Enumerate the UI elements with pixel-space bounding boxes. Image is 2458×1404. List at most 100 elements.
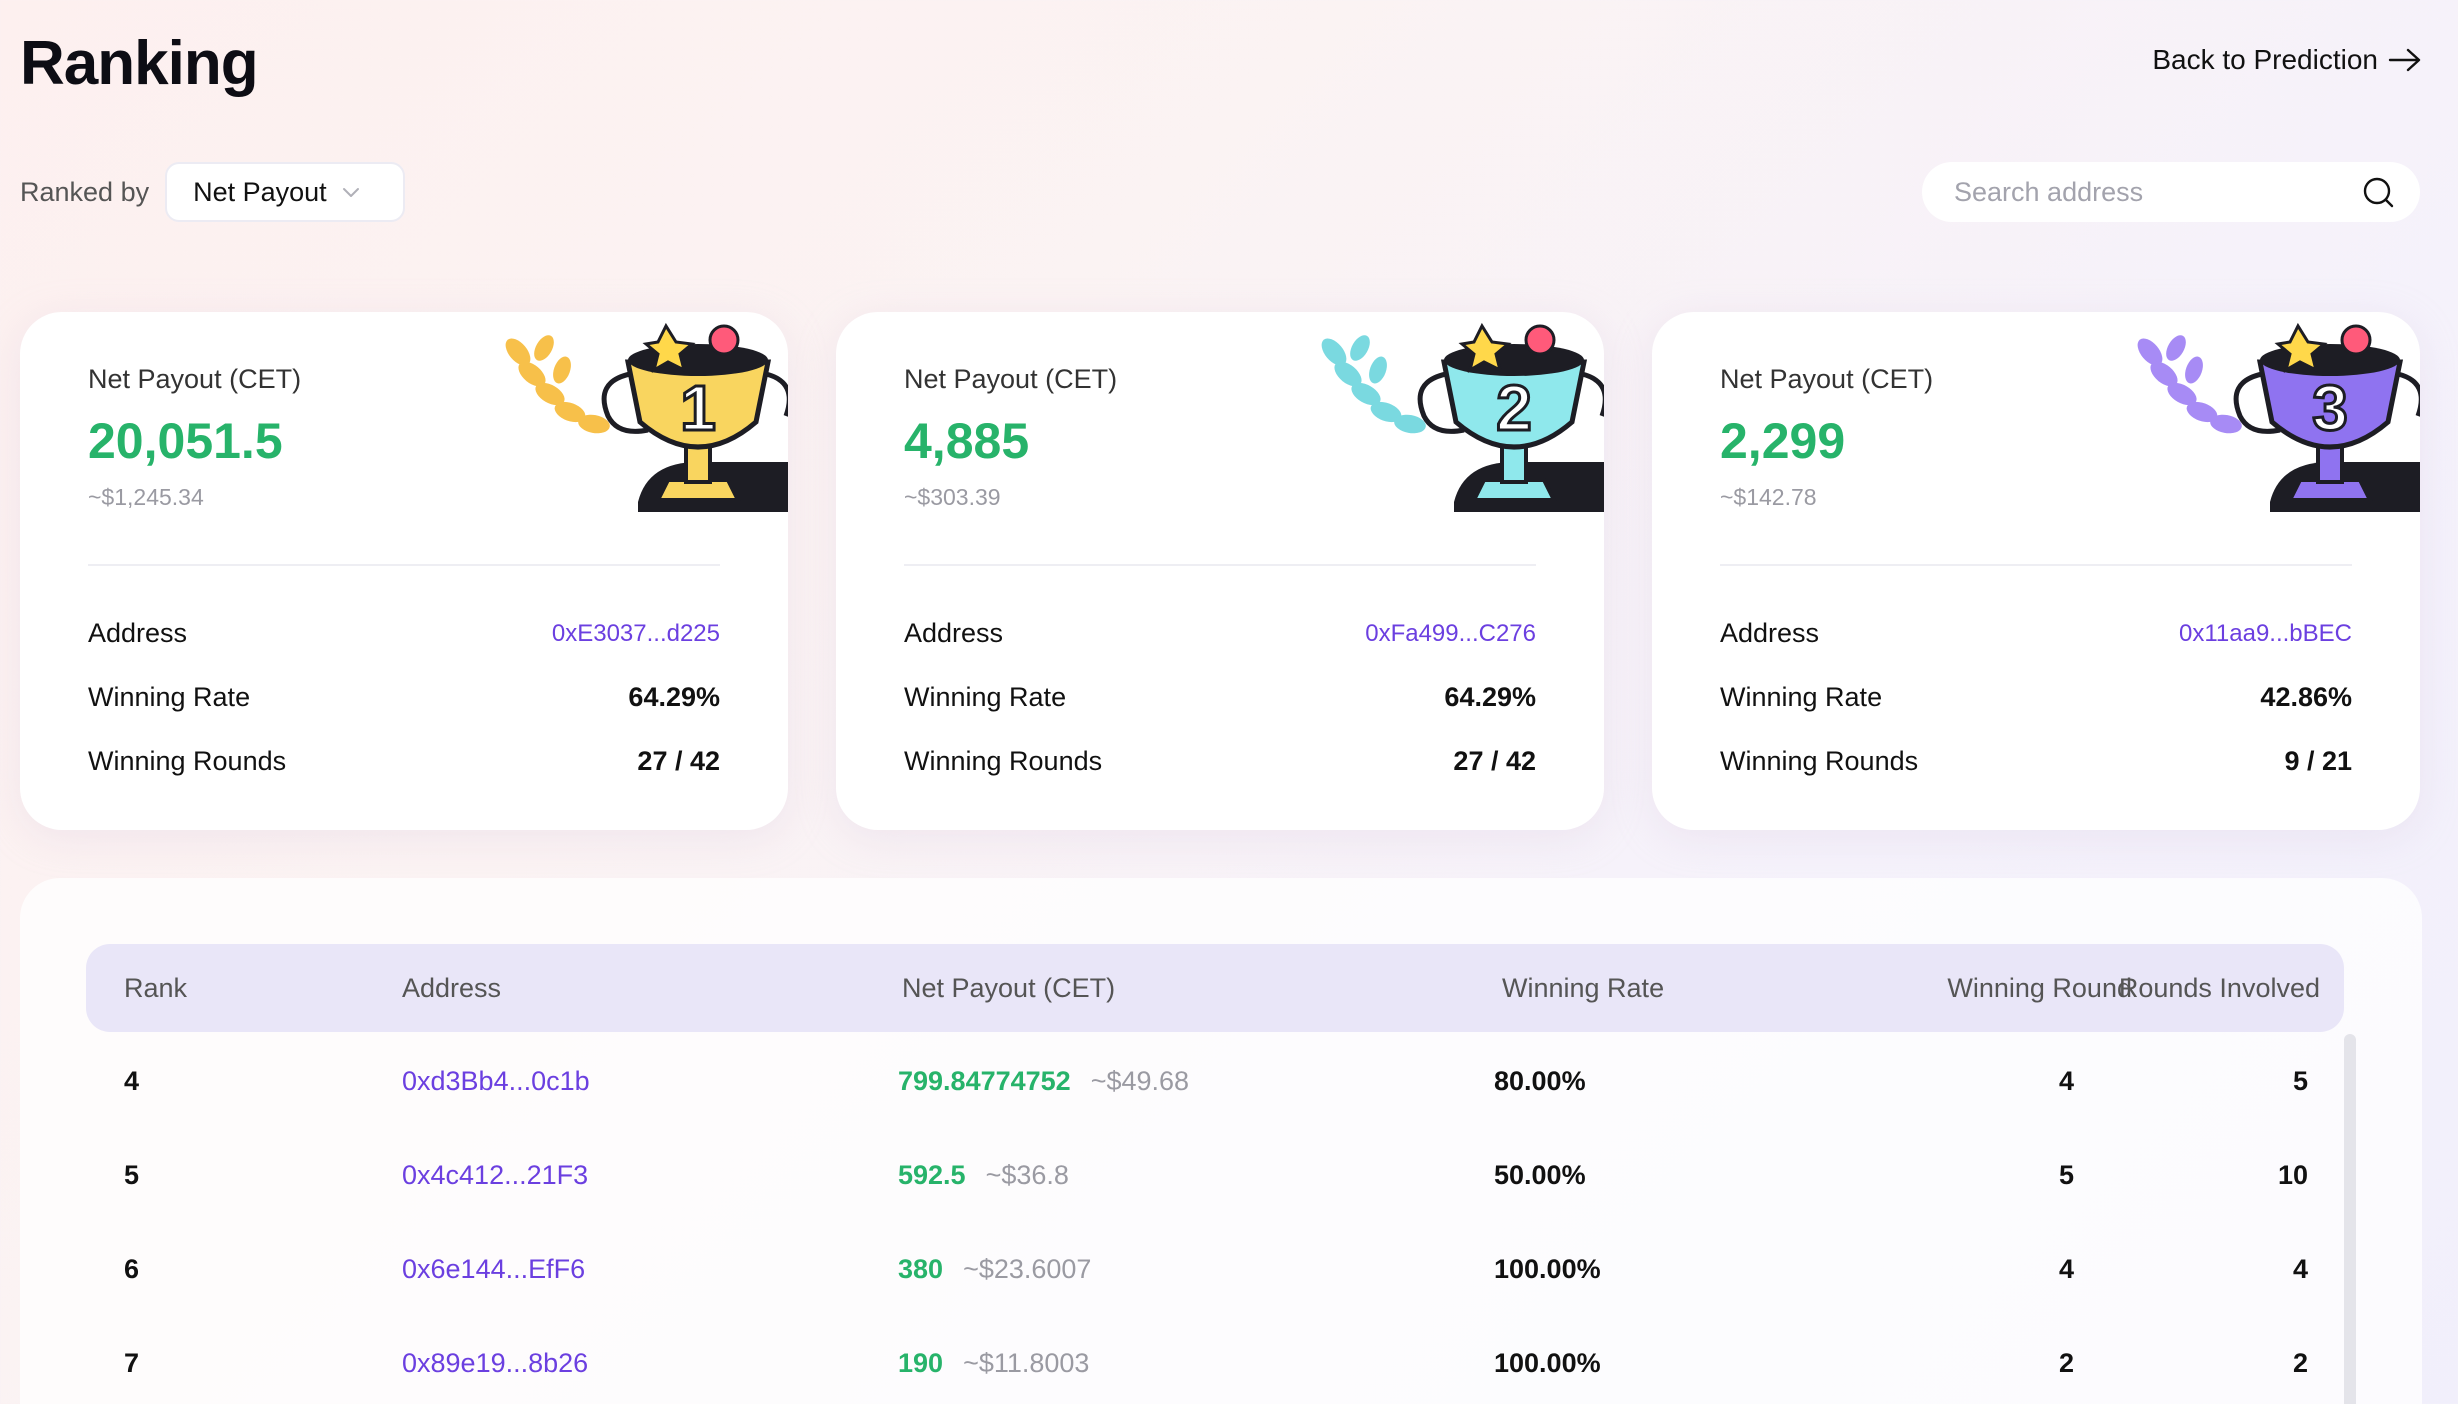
back-to-prediction-link[interactable]: Back to Prediction [2152,44,2422,76]
card-winning-rounds-label: Winning Rounds [1720,746,1919,776]
svg-text:1: 1 [680,372,716,444]
card-winning-rate: 42.86% [2260,682,2352,712]
row-payout-value: 380 [898,1254,944,1284]
card-winning-rounds-label: Winning Rounds [904,746,1103,776]
column-header-rounds-involved: Rounds Involved [2118,973,2320,1003]
card-net-payout: 20,051.5 [88,413,283,469]
trophy-icon: 2 [1321,322,1604,512]
card-net-payout: 2,299 [1720,413,1846,469]
row-rank: 7 [124,1348,140,1378]
row-winning-rate: 80.00% [1494,1066,1586,1096]
card-winning-rounds-label: Winning Rounds [88,746,287,776]
card-winning-rate-label: Winning Rate [1720,682,1883,712]
table-header: Rank Address Net Payout (CET) Winning Ra… [86,944,2344,1032]
card-address-label: Address [1720,618,1820,648]
svg-text:2: 2 [1496,372,1532,444]
card-metric-label: Net Payout (CET) [88,364,302,394]
ranked-by-label: Ranked by [20,176,150,207]
card-address-label: Address [88,618,188,648]
card-winning-rate: 64.29% [628,682,720,712]
trophy-icon: 3 [2137,322,2420,512]
row-payout-value: 592.5 [898,1160,966,1190]
row-payout-value: 799.84774752 [898,1066,1071,1096]
column-header-net-payout: Net Payout (CET) [902,973,1116,1003]
card-winning-rounds-row: Winning Rounds 27 / 42 [904,746,1536,777]
table-row[interactable]: 4 0xd3Bb4...0c1b 799.84774752 ~$49.68 80.… [86,1034,2344,1128]
card-winning-rate-row: Winning Rate 64.29% [904,682,1536,713]
table-row[interactable]: 7 0x89e19...8b26 190 ~$11.8003 100.00% 2 … [86,1316,2344,1404]
column-header-address: Address [402,973,502,1003]
row-rounds-involved: 5 [2292,1066,2308,1096]
card-winning-rate-label: Winning Rate [88,682,251,712]
row-net-payout: 592.5 ~$36.8 [898,1128,1069,1222]
row-rank: 4 [124,1066,140,1096]
row-rounds-involved: 4 [2292,1254,2308,1284]
row-payout-value: 190 [898,1348,944,1378]
row-address-link[interactable]: 0x89e19...8b26 [402,1348,589,1378]
row-winning-round: 2 [2058,1348,2074,1378]
svg-text:3: 3 [2312,372,2348,444]
row-net-payout: 380 ~$23.6007 [898,1222,1091,1316]
row-payout-usd: ~$36.8 [985,1160,1069,1190]
card-divider [904,564,1536,566]
row-rounds-involved: 2 [2292,1348,2308,1378]
card-winning-rounds: 27 / 42 [637,746,720,776]
table-row[interactable]: 5 0x4c412...21F3 592.5 ~$36.8 50.00% 5 10 [86,1128,2344,1222]
table-scrollbar[interactable] [2344,1034,2356,1404]
ranking-table: Rank Address Net Payout (CET) Winning Ra… [20,878,2422,1404]
row-rank: 5 [124,1160,140,1190]
card-winning-rounds-row: Winning Rounds 27 / 42 [88,746,720,777]
rank-card-1: 1 Net Payout (CET) 20,051.5 ~$1,245.34 A… [20,312,788,830]
row-payout-usd: ~$11.8003 [963,1348,1090,1378]
row-winning-rate: 50.00% [1494,1160,1586,1190]
card-address-link[interactable]: 0xE3037...d225 [551,619,720,647]
card-winning-rounds: 9 / 21 [2284,746,2352,776]
search-icon[interactable] [2360,174,2396,210]
card-address-row: Address 0xFa499...C276 [904,618,1536,649]
card-winning-rate-row: Winning Rate 64.29% [88,682,720,713]
row-rounds-involved: 10 [2277,1160,2308,1190]
row-address-link[interactable]: 0x6e144...EfF6 [402,1254,586,1284]
card-address-label: Address [904,618,1004,648]
row-net-payout: 799.84774752 ~$49.68 [898,1034,1189,1128]
page-title: Ranking [20,29,259,98]
card-usd-value: ~$1,245.34 [88,484,204,510]
row-winning-round: 4 [2058,1254,2074,1284]
card-divider [1720,564,2352,566]
column-header-rank: Rank [124,973,188,1003]
row-winning-rate: 100.00% [1494,1348,1601,1378]
card-divider [88,564,720,566]
column-header-winning-round: Winning Round [1947,973,2132,1003]
card-winning-rate-row: Winning Rate 42.86% [1720,682,2352,713]
ranked-by-control: Ranked by Net Payout [20,162,406,222]
rank-card-3: 3 Net Payout (CET) 2,299 ~$142.78 Addres… [1652,312,2420,830]
row-payout-usd: ~$49.68 [1090,1066,1190,1096]
card-winning-rounds: 27 / 42 [1453,746,1536,776]
card-usd-value: ~$303.39 [904,484,1001,510]
card-winning-rate: 64.29% [1444,682,1536,712]
card-address-link[interactable]: 0xFa499...C276 [1365,619,1536,647]
search-input[interactable] [1954,176,2360,208]
card-winning-rate-label: Winning Rate [904,682,1067,712]
ranked-by-select[interactable]: Net Payout [165,162,406,222]
back-link-label: Back to Prediction [2152,44,2378,75]
chevron-down-icon [342,188,359,197]
row-address-link[interactable]: 0xd3Bb4...0c1b [402,1066,590,1096]
row-rank: 6 [124,1254,140,1284]
table-row[interactable]: 6 0x6e144...EfF6 380 ~$23.6007 100.00% 4 … [86,1222,2344,1316]
row-winning-round: 4 [2058,1066,2074,1096]
row-net-payout: 190 ~$11.8003 [898,1316,1089,1404]
column-header-winning-rate: Winning Rate [1502,973,1665,1003]
card-net-payout: 4,885 [904,413,1030,469]
card-address-link[interactable]: 0x11aa9...bBEC [2178,619,2352,647]
ranked-by-value: Net Payout [193,176,327,207]
arrow-right-icon [2388,48,2421,72]
row-winning-rate: 100.00% [1494,1254,1601,1284]
top-three-cards: 1 Net Payout (CET) 20,051.5 ~$1,245.34 A… [20,312,2422,830]
card-address-row: Address 0xE3037...d225 [88,618,720,649]
card-metric-label: Net Payout (CET) [1720,364,1934,394]
search-box [1922,162,2420,222]
row-address-link[interactable]: 0x4c412...21F3 [402,1160,589,1190]
card-winning-rounds-row: Winning Rounds 9 / 21 [1720,746,2352,777]
row-winning-round: 5 [2058,1160,2074,1190]
